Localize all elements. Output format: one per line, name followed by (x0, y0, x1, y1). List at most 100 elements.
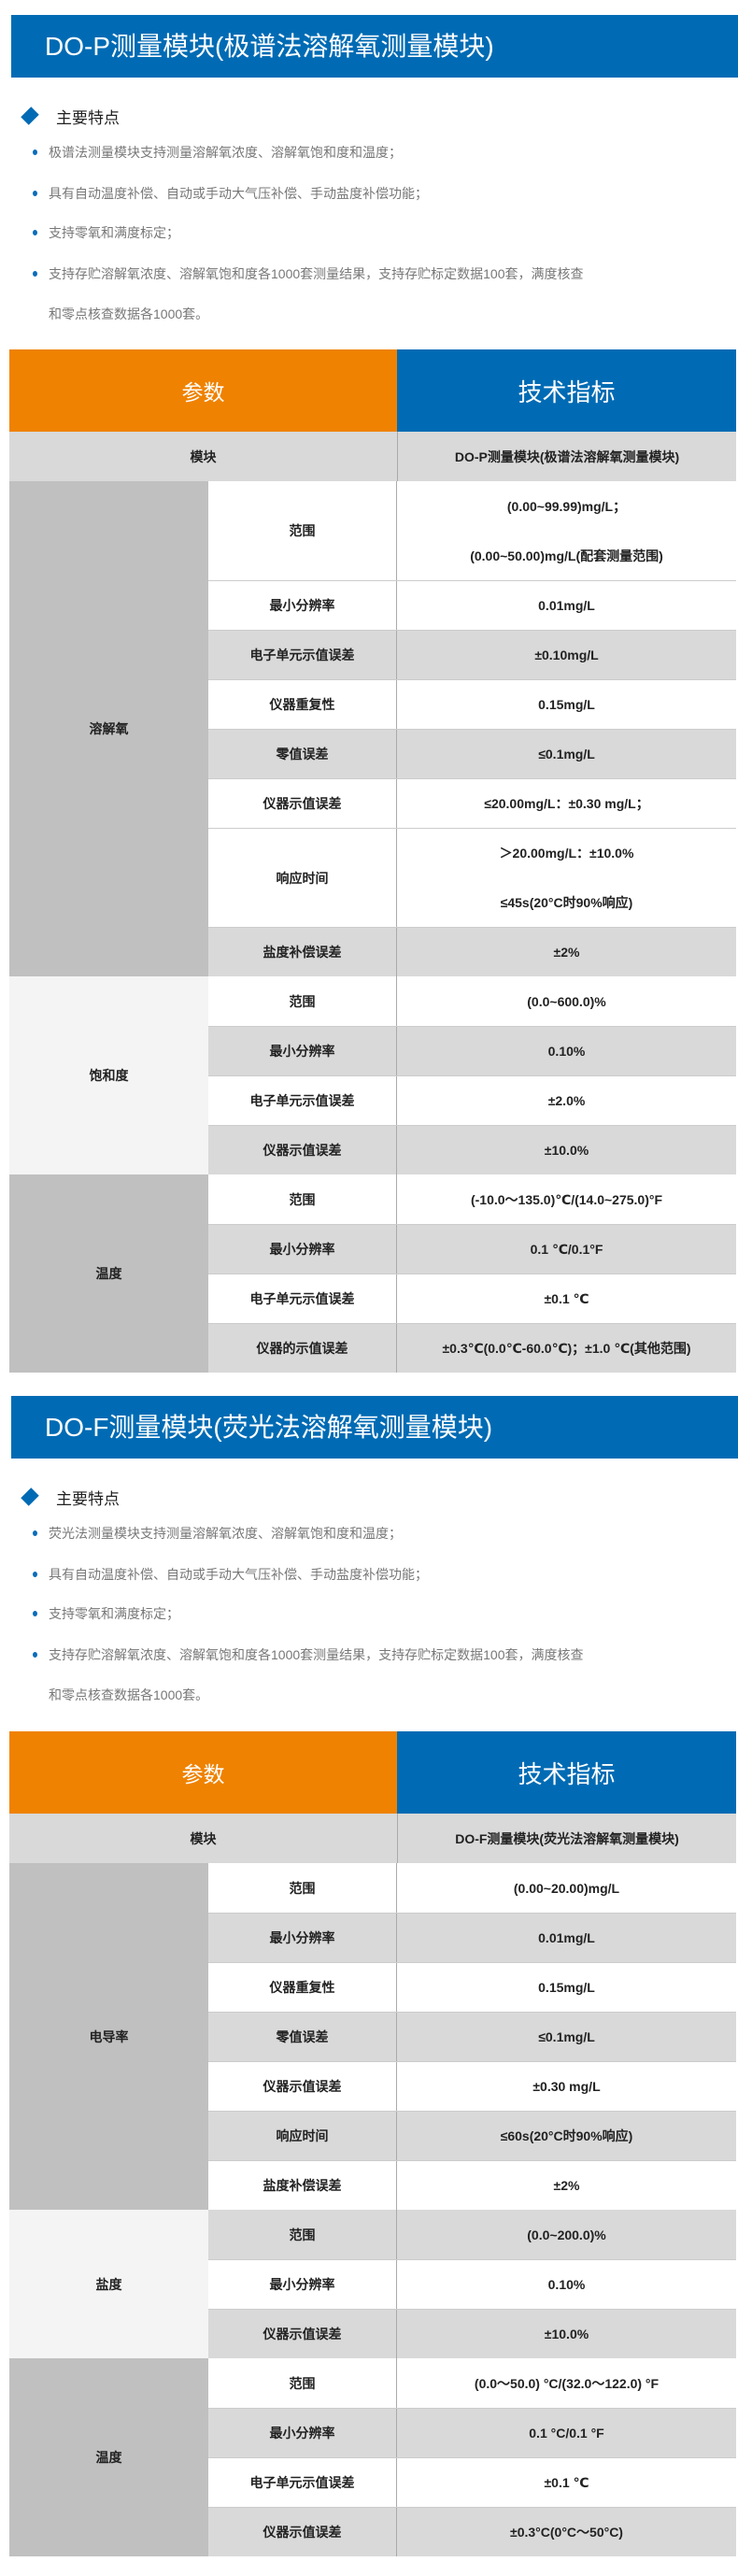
group-name: 溶解氧 (9, 481, 208, 976)
feature-text: 支持零氧和满度标定； (49, 1606, 179, 1621)
value-cell: (0.0~200.0)% (397, 2210, 736, 2259)
param-cell: 最小分辨率 (208, 1027, 397, 1075)
group-rows: 范围 (0.0~600.0)% 最小分辨率 0.10% 电子单元示值误差 ±2.0% 仪器示… (208, 976, 736, 1174)
spec-table: 参数 技术指标 模块 DO-F测量模块(荧光法溶解氧测量模块) 电导率 范围 (0.00~2… (9, 1731, 736, 2556)
bullet-dot-icon (33, 230, 37, 235)
param-cell: 电子单元示值误差 (208, 2458, 397, 2507)
value-line: (0.0~200.0)% (527, 2227, 606, 2242)
table-row: 范围 (0.0～50.0) °C/(32.0～122.0) °F (208, 2358, 736, 2408)
bullet-dot-icon (33, 1652, 37, 1658)
value-line: (0.00~50.00)mg/L(配套测量范围) (470, 548, 663, 563)
value-line: 0.15mg/L (538, 1980, 595, 1995)
param-group: 饱和度 范围 (0.0~600.0)% 最小分辨率 0.10% 电子单元示值误差 ±2.0%… (9, 976, 736, 1174)
param-group: 温度 范围 (0.0～50.0) °C/(32.0～122.0) °F 最小分辨率 0.… (9, 2358, 736, 2556)
param-cell: 范围 (208, 2358, 397, 2408)
value-line: ±2% (553, 2178, 580, 2193)
feature-text: 极谱法测量模块支持测量溶解氧浓度、溶解氧饱和度和温度； (49, 145, 402, 160)
param-cell: 最小分辨率 (208, 581, 397, 630)
value-cell: 0.10% (397, 1027, 736, 1075)
value-line: ±10.0% (544, 2327, 589, 2341)
param-cell: 仪器重复性 (208, 1963, 397, 2012)
param-cell: 电子单元示值误差 (208, 1076, 397, 1125)
group-name: 温度 (9, 2358, 208, 2556)
table-row: 仪器的示值误差 ±0.3℃(0.0℃-60.0℃)；±1.0 ℃(其他范围) (208, 1323, 736, 1373)
table-header: 参数 技术指标 (9, 1731, 736, 1814)
value-line: 0.10% (547, 1044, 586, 1059)
value-cell: (0.0~600.0)% (397, 976, 736, 1026)
value-cell: ±0.30 mg/L (397, 2062, 736, 2111)
param-cell: 电子单元示值误差 (208, 1274, 397, 1323)
feature-item: 具有自动温度补偿、自动或手动大气压补偿、手动盐度补偿功能； (33, 1565, 428, 1584)
param-cell: 最小分辨率 (208, 1225, 397, 1274)
value-cell: ±10.0% (397, 1126, 736, 1174)
feature-item-continued: 和零点核查数据各1000套。 (49, 305, 208, 323)
value-cell: ≤20.00mg/L：±0.30 mg/L； (397, 779, 736, 828)
table-row: 仪器重复性 0.15mg/L (208, 679, 736, 729)
feature-text: 和零点核查数据各1000套。 (49, 1687, 209, 1702)
value-cell: ≤60s(20°C时90%响应) (397, 2112, 736, 2160)
value-cell: 0.01mg/L (397, 581, 736, 630)
group-name: 饱和度 (9, 976, 208, 1174)
value-line: ±0.1 ℃ (544, 1290, 589, 1306)
value-line: (0.0~600.0)% (527, 993, 606, 1009)
table-row: 最小分辨率 0.10% (208, 2259, 736, 2309)
module-row: 模块 DO-F测量模块(荧光法溶解氧测量模块) (9, 1814, 736, 1863)
param-cell: 电子单元示值误差 (208, 631, 397, 679)
module-value: DO-F测量模块(荧光法溶解氧测量模块) (455, 1830, 679, 1846)
param-group: 溶解氧 范围 (0.00~99.99)mg/L； (0.00~50.00)mg/L(配… (9, 481, 736, 976)
table-row: 最小分辨率 0.1 °C/0.1 °F (208, 2408, 736, 2457)
group-rows: 范围 (0.0~200.0)% 最小分辨率 0.10% 仪器示值误差 ±10.0% (208, 2210, 736, 2358)
feature-item: 支持存贮溶解氧浓度、溶解氧饱和度各1000套测量结果，支持存贮标定数据100套，… (33, 1645, 584, 1664)
value-cell: ±2% (397, 2161, 736, 2210)
table-row: 盐度补偿误差 ±2% (208, 2160, 736, 2210)
table-row: 仪器示值误差 ±10.0% (208, 1125, 736, 1174)
value-line: (0.00~99.99)mg/L； (506, 498, 627, 514)
features-heading: 主要特点 (21, 105, 120, 127)
value-line: ±2.0% (547, 1093, 586, 1108)
feature-text: 支持零氧和满度标定； (49, 225, 179, 240)
value-line: ±0.1 ℃ (544, 2474, 589, 2490)
feature-text: 具有自动温度补偿、自动或手动大气压补偿、手动盐度补偿功能； (49, 1567, 428, 1582)
value-cell: 0.1 ℃/0.1°F (397, 1225, 736, 1274)
value-line: ≤20.00mg/L：±0.30 mg/L； (484, 796, 649, 811)
table-row: 响应时间 ≤60s(20°C时90%响应) (208, 2111, 736, 2160)
module-label: 模块 (9, 432, 398, 481)
feature-item: 荧光法测量模块支持测量溶解氧浓度、溶解氧饱和度和温度； (33, 1524, 402, 1543)
group-rows: 范围 (0.00~99.99)mg/L； (0.00~50.00)mg/L(配套测量… (208, 481, 736, 976)
value-line: (0.00~20.00)mg/L (513, 1880, 620, 1896)
group-rows: 范围 (0.0～50.0) °C/(32.0～122.0) °F 最小分辨率 0.1 … (208, 2358, 736, 2556)
section-title-banner: DO-P测量模块(极谱法溶解氧测量模块) (11, 15, 738, 78)
table-row: 零值误差 ≤0.1mg/L (208, 729, 736, 778)
value-cell: ±0.3℃(0.0℃-60.0℃)；±1.0 ℃(其他范围) (397, 1324, 736, 1373)
value-cell: ≤0.1mg/L (397, 730, 736, 778)
feature-item: 极谱法测量模块支持测量溶解氧浓度、溶解氧饱和度和温度； (33, 143, 402, 162)
feature-item: 具有自动温度补偿、自动或手动大气压补偿、手动盐度补偿功能； (33, 184, 428, 203)
feature-text: 支持存贮溶解氧浓度、溶解氧饱和度各1000套测量结果，支持存贮标定数据100套，… (49, 1647, 584, 1662)
value-line: 0.01mg/L (538, 1930, 595, 1945)
table-row: 最小分辨率 0.01mg/L (208, 580, 736, 630)
value-cell: 0.1 °C/0.1 °F (397, 2409, 736, 2457)
header-value: 技术指标 (397, 1731, 736, 1814)
bullet-dot-icon (33, 191, 37, 196)
feature-text: 荧光法测量模块支持测量溶解氧浓度、溶解氧饱和度和温度； (49, 1526, 402, 1541)
param-cell: 仪器的示值误差 (208, 1324, 397, 1373)
value-line: (0.0～50.0) °C/(32.0～122.0) °F (474, 2375, 660, 2391)
value-line: ≤45s(20°C时90%响应) (500, 894, 633, 910)
value-cell: (0.00~99.99)mg/L； (0.00~50.00)mg/L(配套测量范围… (397, 481, 736, 580)
param-cell: 范围 (208, 1863, 397, 1913)
param-cell: 盐度补偿误差 (208, 928, 397, 976)
value-cell: ±2.0% (397, 1076, 736, 1125)
value-line: 0.1 °C/0.1 °F (529, 2426, 604, 2441)
header-param: 参数 (9, 349, 397, 432)
value-cell: 0.01mg/L (397, 1914, 736, 1962)
param-cell: 仪器示值误差 (208, 1126, 397, 1174)
value-line: ±0.10mg/L (534, 648, 599, 662)
param-cell: 零值误差 (208, 730, 397, 778)
bullet-dot-icon (33, 1611, 37, 1616)
param-group: 盐度 范围 (0.0~200.0)% 最小分辨率 0.10% 仪器示值误差 ±10.0% (9, 2210, 736, 2358)
group-rows: 范围 (0.00~20.00)mg/L 最小分辨率 0.01mg/L 仪器重复性 0.15… (208, 1863, 736, 2210)
param-cell: 仪器示值误差 (208, 2310, 397, 2358)
value-line: 0.1 ℃/0.1°F (530, 1241, 603, 1257)
feature-text: 和零点核查数据各1000套。 (49, 306, 209, 321)
feature-text: 支持存贮溶解氧浓度、溶解氧饱和度各1000套测量结果，支持存贮标定数据100套，… (49, 266, 584, 281)
